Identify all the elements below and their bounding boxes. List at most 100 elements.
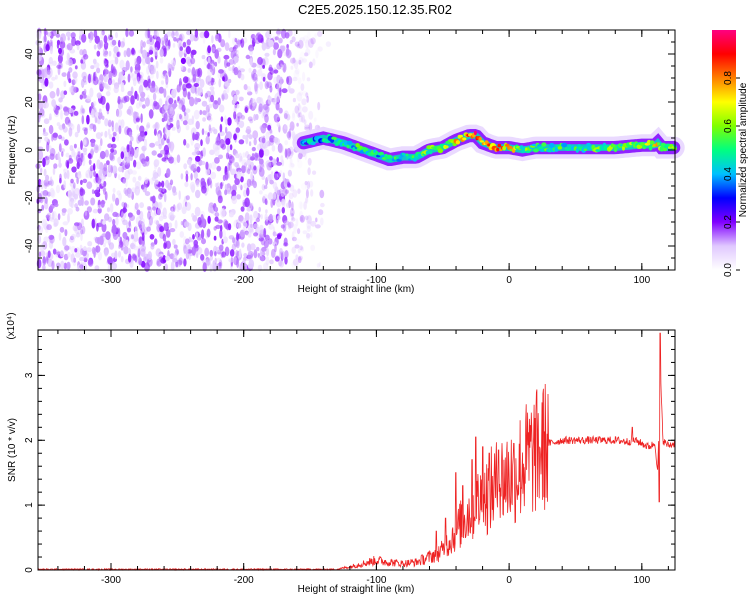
noise-speck <box>137 76 140 84</box>
noise-speck <box>274 243 277 253</box>
noise-speck <box>209 255 213 261</box>
noise-speck <box>58 97 63 103</box>
noise-speck <box>308 38 314 48</box>
noise-speck <box>196 166 201 173</box>
noise-speck <box>59 250 64 258</box>
noise-speck <box>87 153 92 159</box>
noise-speck <box>130 135 134 142</box>
noise-speck <box>111 154 115 159</box>
noise-speck <box>272 192 277 200</box>
noise-speck <box>297 103 301 111</box>
noise-speck <box>161 40 165 46</box>
noise-speck <box>182 76 189 84</box>
noise-speck <box>141 49 148 59</box>
noise-speck <box>251 73 255 80</box>
noise-speck <box>118 193 122 201</box>
noise-speck <box>242 134 247 140</box>
noise-speck <box>221 251 227 258</box>
noise-speck <box>166 31 172 37</box>
noise-speck <box>70 178 74 184</box>
noise-speck <box>83 257 88 263</box>
noise-speck <box>90 197 96 206</box>
noise-speck <box>155 60 159 69</box>
noise-speck <box>104 118 109 127</box>
noise-speck <box>104 149 109 158</box>
noise-speck <box>296 44 301 49</box>
noise-speck <box>191 66 196 76</box>
noise-speck <box>115 217 119 226</box>
noise-speck <box>48 81 54 89</box>
noise-speck <box>243 182 249 189</box>
noise-speck <box>295 109 302 118</box>
noise-speck <box>164 125 168 133</box>
noise-speck <box>67 213 70 223</box>
noise-speck <box>106 170 112 178</box>
noise-speck <box>136 209 141 216</box>
noise-speck <box>325 41 332 47</box>
noise-speck <box>117 250 122 258</box>
noise-speck <box>297 39 304 49</box>
noise-speck <box>277 234 282 240</box>
noise-speck <box>290 163 295 168</box>
noise-speck <box>170 148 174 153</box>
noise-speck <box>214 100 218 105</box>
noise-speck <box>61 72 67 77</box>
noise-speck <box>120 151 125 160</box>
noise-speck <box>234 89 240 96</box>
noise-speck <box>193 171 198 180</box>
noise-speck <box>94 111 99 117</box>
noise-speck <box>158 215 164 222</box>
noise-speck <box>245 231 249 236</box>
noise-speck <box>291 36 296 43</box>
ridge-point <box>310 141 316 146</box>
noise-speck <box>260 37 264 44</box>
noise-speck <box>246 243 252 252</box>
noise-speck <box>140 46 143 54</box>
noise-speck <box>219 229 223 239</box>
noise-speck <box>216 262 222 270</box>
noise-speck <box>108 257 114 266</box>
noise-speck <box>258 206 262 213</box>
noise-speck <box>63 106 69 113</box>
noise-speck <box>234 38 238 43</box>
noise-speck <box>127 168 133 175</box>
noise-speck <box>305 197 309 205</box>
noise-speck <box>303 119 307 125</box>
noise-speck <box>296 189 302 194</box>
noise-speck <box>302 71 306 82</box>
noise-speck <box>42 68 48 78</box>
noise-speck <box>284 148 288 159</box>
noise-speck <box>57 66 61 76</box>
noise-speck <box>115 213 121 218</box>
noise-speck <box>218 131 225 137</box>
noise-speck <box>46 32 52 37</box>
noise-speck <box>248 44 255 52</box>
colorbar-gradient <box>712 30 736 270</box>
noise-speck <box>207 45 212 54</box>
noise-speck <box>208 116 213 122</box>
noise-speck <box>247 154 252 161</box>
noise-speck <box>212 260 216 268</box>
noise-speck <box>85 173 89 178</box>
noise-speck <box>201 229 205 240</box>
noise-speck <box>265 105 270 113</box>
noise-speck <box>44 30 49 36</box>
noise-speck <box>249 58 253 67</box>
noise-speck <box>74 203 78 209</box>
noise-speck <box>41 219 47 227</box>
noise-speck <box>297 159 303 169</box>
noise-speck <box>173 244 178 249</box>
noise-speck <box>252 130 259 140</box>
noise-speck <box>267 124 272 131</box>
noise-speck <box>247 252 252 261</box>
noise-speck <box>140 217 145 226</box>
noise-speck <box>202 262 207 273</box>
noise-speck <box>41 263 46 270</box>
noise-speck <box>108 70 113 81</box>
noise-speck <box>185 46 191 55</box>
noise-speck <box>63 80 67 88</box>
noise-speck <box>248 141 252 147</box>
x-tick-label: -300 <box>101 275 121 286</box>
noise-speck <box>107 256 113 265</box>
noise-speck <box>64 44 71 50</box>
